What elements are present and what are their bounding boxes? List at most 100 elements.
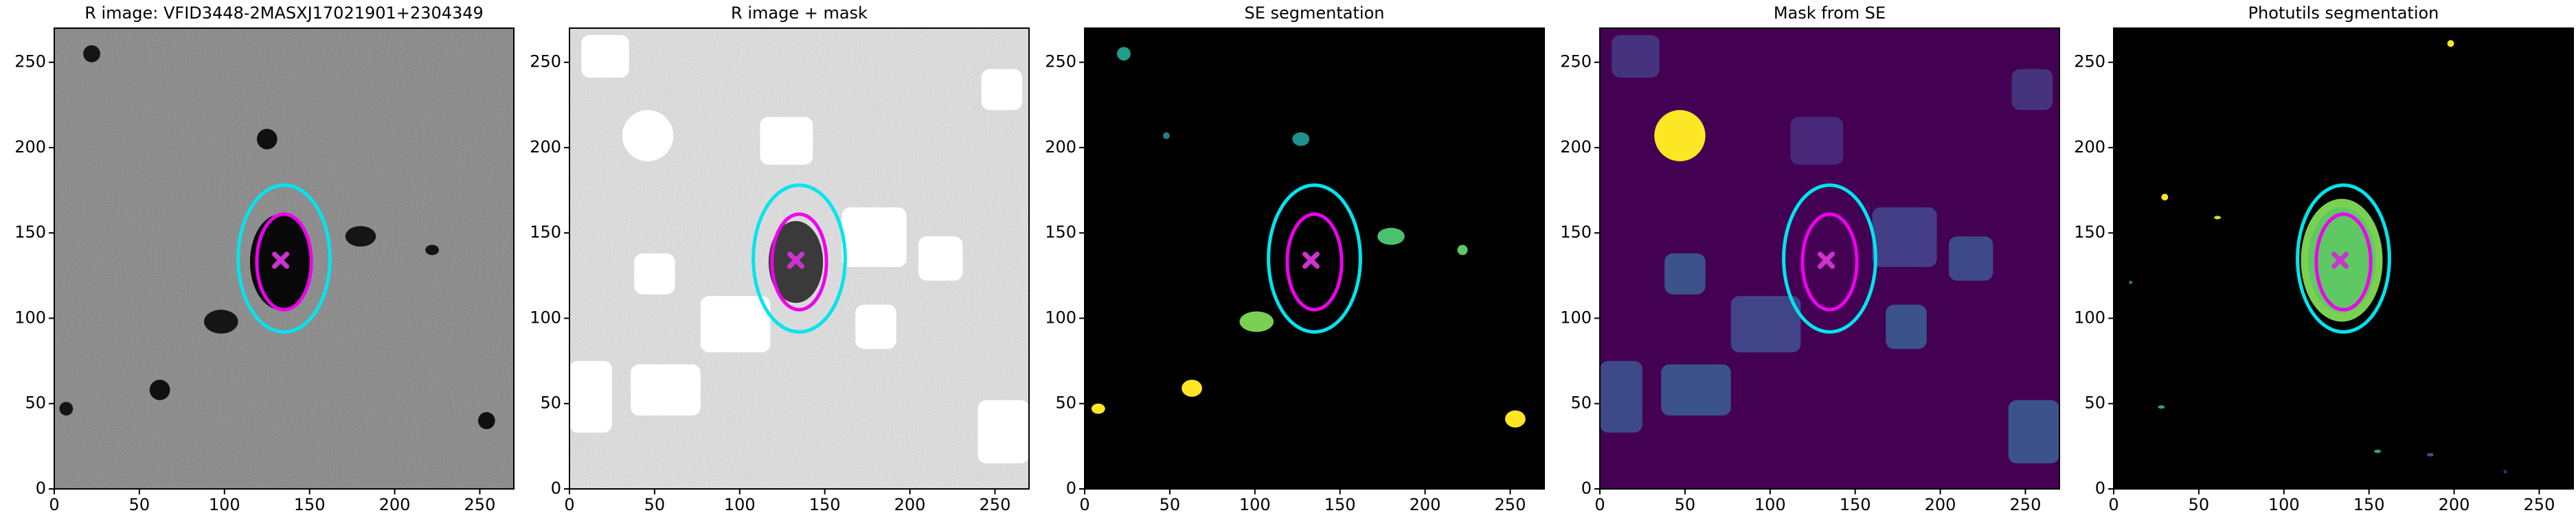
plot-area	[569, 28, 1029, 489]
aperture-ellipse	[752, 183, 847, 334]
source	[2447, 40, 2454, 47]
source	[1292, 132, 1310, 146]
panel: Photutils segmentation 0 50 100 150 200 250 0 50…	[2074, 3, 2574, 514]
panel-title: Mask from SE	[1774, 3, 1886, 23]
aperture-ellipse	[1782, 183, 1877, 334]
source	[256, 128, 278, 150]
aperture-ellipse	[1800, 212, 1859, 312]
source	[1377, 227, 1405, 245]
y-tick-label: 0	[551, 479, 561, 498]
plot-area	[54, 28, 514, 489]
y-tick-label: 50	[1055, 393, 1076, 413]
aperture-ellipse	[236, 183, 332, 334]
x-tick-label: 100	[209, 495, 240, 514]
panel: R image + mask 0 50 100 150 200 250 0 50 100 150 20…	[530, 3, 1030, 514]
center-marker	[2331, 251, 2349, 269]
source	[1091, 403, 1105, 414]
x-tick-label: 0	[2108, 495, 2119, 514]
x-tick-label: 50	[1675, 495, 1696, 514]
source	[1182, 379, 1202, 397]
source	[1239, 311, 1274, 332]
y-tick-label: 250	[530, 52, 561, 71]
x-tick-label: 200	[894, 495, 926, 514]
source	[2214, 216, 2222, 220]
center-marker	[272, 251, 290, 269]
region	[1661, 364, 1731, 416]
panel-title: R image: VFID3448-2MASXJ17021901+2304349	[84, 3, 484, 23]
source	[59, 402, 74, 416]
x-tick-label: 0	[49, 495, 59, 514]
source	[2503, 470, 2507, 474]
x-tick-label: 200	[2439, 495, 2470, 514]
x-tick-label: 100	[1239, 495, 1271, 514]
source	[345, 226, 376, 247]
source	[622, 110, 674, 161]
x-tick-label: 250	[464, 495, 496, 514]
aperture-ellipse	[1267, 183, 1362, 334]
axes-frame	[569, 27, 1030, 490]
x-tick-label: 50	[1160, 495, 1181, 514]
x-tick-label: 250	[1495, 495, 1526, 514]
x-tick-label: 150	[1324, 495, 1356, 514]
y-tick-label: 0	[1581, 479, 1592, 498]
y-tick-label: 250	[14, 52, 46, 71]
y-tick-label: 0	[1066, 479, 1076, 498]
source	[2374, 449, 2382, 453]
source	[477, 412, 495, 430]
panel-title: R image + mask	[731, 3, 868, 23]
x-tick-label: 200	[379, 495, 411, 514]
x-tick-label: 200	[1925, 495, 1956, 514]
source	[2161, 194, 2169, 201]
source	[1505, 410, 1526, 428]
center-marker	[1818, 251, 1835, 269]
source	[2158, 405, 2165, 409]
x-tick-label: 100	[2268, 495, 2300, 514]
aperture-ellipse	[2314, 212, 2373, 312]
y-tick-label: 200	[530, 137, 561, 157]
x-tick-label: 150	[294, 495, 326, 514]
region	[1730, 296, 1801, 353]
panel-title: Photutils segmentation	[2248, 3, 2439, 23]
x-tick-label: 0	[1594, 495, 1605, 514]
aperture-ellipse	[1285, 212, 1344, 312]
y-tick-label: 100	[1045, 308, 1076, 327]
axes-frame	[2113, 27, 2574, 490]
region	[1886, 304, 1927, 350]
source	[2426, 453, 2434, 457]
y-tick-label: 150	[14, 222, 46, 242]
x-tick-label: 150	[1840, 495, 1871, 514]
region	[1948, 236, 1993, 281]
y-tick-label: 150	[1045, 222, 1076, 242]
y-tick-label: 150	[530, 222, 561, 242]
y-tick-label: 50	[2084, 393, 2105, 413]
region	[1872, 207, 1937, 267]
y-tick-label: 100	[14, 308, 46, 327]
aperture-ellipse	[255, 212, 313, 312]
y-tick-label: 200	[14, 137, 46, 157]
y-tick-label: 200	[2074, 137, 2105, 157]
region	[1612, 34, 1660, 78]
region	[1600, 360, 1642, 433]
y-tick-label: 200	[1560, 137, 1592, 157]
y-tick-label: 0	[36, 479, 46, 498]
panel: SE segmentation 0 50 100 150 200 250 0 50 100 150 2…	[1045, 3, 1545, 514]
source	[1117, 47, 1131, 61]
y-tick-label: 50	[540, 393, 561, 413]
plot-area	[1085, 28, 1544, 489]
y-tick-label: 200	[1045, 137, 1076, 157]
source	[149, 379, 170, 400]
y-tick-label: 100	[1560, 308, 1592, 327]
aperture-ellipse	[2296, 183, 2391, 334]
aperture-ellipse	[770, 212, 828, 312]
region	[918, 236, 963, 281]
region	[981, 69, 1023, 111]
y-tick-label: 50	[25, 393, 46, 413]
x-tick-label: 50	[2189, 495, 2210, 514]
y-tick-label: 0	[2095, 479, 2105, 498]
y-tick-label: 150	[1560, 222, 1592, 242]
x-tick-label: 250	[2010, 495, 2042, 514]
x-tick-label: 150	[2353, 495, 2385, 514]
source	[1457, 244, 1468, 255]
